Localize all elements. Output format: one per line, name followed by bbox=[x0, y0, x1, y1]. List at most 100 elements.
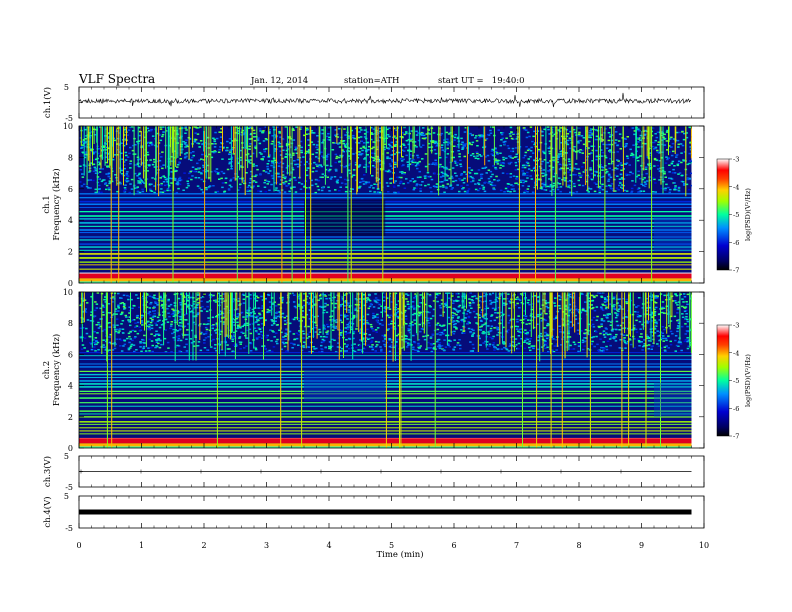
noise-speck bbox=[306, 167, 309, 169]
noise-speck bbox=[393, 191, 396, 194]
noise-speck bbox=[126, 171, 129, 173]
noise-speck bbox=[469, 175, 472, 178]
noise-speck bbox=[609, 149, 612, 151]
noise-speck bbox=[419, 330, 422, 333]
noise-speck bbox=[532, 326, 536, 329]
noise-speck bbox=[412, 348, 415, 351]
noise-speck bbox=[461, 143, 465, 145]
noise-speck bbox=[161, 151, 164, 153]
noise-speck bbox=[492, 342, 496, 344]
noise-speck bbox=[80, 147, 83, 149]
noise-speck bbox=[443, 339, 446, 341]
noise-speck bbox=[224, 177, 228, 179]
noise-speck bbox=[424, 177, 427, 179]
noise-speck bbox=[625, 143, 628, 145]
noise-speck bbox=[444, 141, 448, 143]
sferic-streak bbox=[451, 126, 453, 162]
noise-speck bbox=[400, 149, 404, 151]
noise-speck bbox=[467, 327, 471, 330]
noise-speck bbox=[669, 188, 672, 191]
noise-speck bbox=[452, 302, 455, 304]
noise-speck bbox=[258, 313, 262, 316]
noise-speck bbox=[310, 132, 314, 134]
noise-speck bbox=[146, 170, 149, 172]
noise-speck bbox=[478, 179, 481, 181]
noise-speck bbox=[180, 151, 183, 154]
sferic-streak bbox=[104, 126, 106, 166]
noise-speck bbox=[670, 162, 674, 165]
noise-speck bbox=[229, 180, 232, 182]
noise-speck bbox=[548, 165, 552, 167]
noise-speck bbox=[278, 142, 282, 145]
noise-speck bbox=[311, 292, 314, 295]
noise-speck bbox=[306, 333, 309, 336]
noise-speck bbox=[232, 177, 236, 179]
noise-speck bbox=[322, 141, 325, 143]
noise-speck bbox=[654, 146, 658, 149]
noise-speck bbox=[419, 314, 423, 316]
noise-speck bbox=[547, 324, 551, 326]
noise-speck bbox=[531, 152, 535, 154]
noise-speck bbox=[95, 307, 99, 309]
noise-speck bbox=[317, 189, 321, 191]
noise-speck bbox=[681, 144, 685, 147]
sferic-streak bbox=[297, 126, 299, 159]
noise-speck bbox=[399, 171, 402, 173]
noise-speck bbox=[646, 337, 649, 340]
noise-speck bbox=[292, 333, 296, 335]
noise-speck bbox=[313, 348, 316, 350]
noise-speck bbox=[602, 175, 605, 178]
noise-speck bbox=[291, 186, 295, 188]
noise-speck bbox=[588, 292, 591, 294]
noise-speck bbox=[155, 345, 158, 347]
noise-speck bbox=[388, 345, 392, 348]
noise-speck bbox=[442, 305, 446, 308]
noise-speck bbox=[500, 348, 504, 350]
noise-speck bbox=[653, 157, 657, 160]
noise-speck bbox=[230, 336, 233, 338]
noise-speck bbox=[614, 328, 618, 331]
noise-speck bbox=[599, 187, 602, 189]
noise-speck bbox=[589, 188, 593, 190]
noise-speck bbox=[258, 151, 262, 154]
noise-speck bbox=[374, 350, 377, 352]
noise-speck bbox=[408, 154, 412, 156]
noise-speck bbox=[363, 133, 367, 135]
noise-speck bbox=[392, 182, 396, 184]
noise-speck bbox=[502, 162, 505, 164]
noise-speck bbox=[105, 188, 108, 191]
noise-speck bbox=[647, 348, 650, 350]
noise-speck bbox=[317, 299, 320, 301]
noise-speck bbox=[171, 332, 174, 335]
noise-speck bbox=[88, 171, 91, 173]
noise-speck bbox=[623, 189, 626, 192]
noise-speck bbox=[145, 306, 149, 308]
noise-speck bbox=[327, 133, 330, 135]
sferic-streak bbox=[170, 126, 172, 166]
noise-speck bbox=[456, 162, 459, 164]
noise-speck bbox=[85, 151, 88, 153]
noise-speck bbox=[619, 148, 622, 150]
noise-speck bbox=[506, 190, 510, 193]
noise-speck bbox=[537, 148, 541, 151]
noise-speck bbox=[325, 311, 329, 314]
noise-speck bbox=[278, 329, 281, 331]
sferic-streak bbox=[385, 126, 387, 149]
noise-speck bbox=[443, 191, 446, 193]
noise-speck bbox=[210, 143, 214, 145]
noise-speck bbox=[486, 307, 490, 309]
noise-speck bbox=[489, 327, 493, 330]
noise-speck bbox=[676, 312, 679, 314]
noise-speck bbox=[380, 350, 383, 352]
noise-speck bbox=[201, 305, 204, 308]
noise-speck bbox=[341, 154, 344, 157]
noise-speck bbox=[138, 172, 141, 175]
noise-speck bbox=[413, 308, 416, 310]
noise-speck bbox=[249, 188, 253, 191]
noise-speck bbox=[395, 303, 398, 306]
noise-speck bbox=[343, 294, 346, 296]
noise-speck bbox=[237, 326, 240, 328]
noise-speck bbox=[363, 332, 366, 334]
noise-speck bbox=[296, 163, 299, 165]
noise-speck bbox=[548, 150, 551, 153]
